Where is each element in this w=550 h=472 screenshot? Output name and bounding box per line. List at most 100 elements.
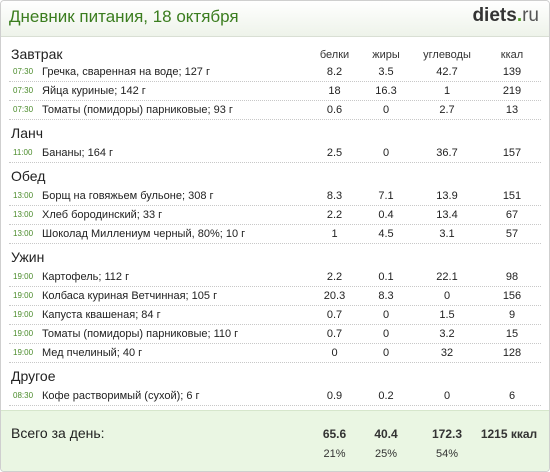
fat-percent: 25% [374, 448, 398, 460]
food-kcal: 157 [502, 147, 522, 159]
totals-label: Всего за день: [11, 425, 105, 441]
food-name: Хлеб бородинский; 33 г [42, 209, 163, 221]
food-kcal: 151 [502, 190, 522, 202]
food-name: Кофе растворимый (сухой); 6 г [42, 390, 200, 402]
food-fat: 0 [382, 309, 390, 321]
food-kcal: 139 [502, 66, 522, 78]
food-row: 07:30 Яйца куриные; 142 г 18 16.3 1 219 [9, 82, 541, 101]
diary-table: Завтрак 07:30 Гречка, сваренная на воде; 1… [9, 43, 541, 406]
food-row: 07:30 Гречка, сваренная на воде; 127 г 8.2… [9, 63, 541, 82]
food-time: 07:30 [13, 67, 34, 76]
logo-tld: ru [522, 5, 539, 26]
column-header-carbs: углеводы [423, 49, 471, 61]
food-row: 19:00 Капуста квашеная; 84 г 0.7 0 1.5 9 [9, 306, 541, 325]
food-name: Бананы; 164 г [42, 147, 114, 159]
food-name: Томаты (помидоры) парниковые; 93 г [42, 104, 233, 116]
food-time: 11:00 [13, 148, 33, 157]
food-name: Шоколад Миллениум черный, 80%; 10 г [42, 228, 246, 240]
food-name: Борщ на говяжьем бульоне; 308 г [42, 190, 214, 202]
food-protein: 1 [331, 228, 338, 240]
diary-header: Дневник питания, 18 октября diets.ru [1, 1, 549, 37]
column-header-kcal: ккал [500, 49, 524, 61]
food-carbs: 3.1 [439, 228, 455, 240]
food-fat: 0.1 [378, 271, 394, 283]
food-row: 07:30 Томаты (помидоры) парниковые; 93 г 0… [9, 101, 541, 120]
food-fat: 3.5 [378, 66, 394, 78]
food-kcal: 98 [505, 271, 519, 283]
food-protein: 0.9 [326, 390, 343, 402]
total-protein: 65.6 [322, 427, 347, 441]
food-fat: 0 [382, 104, 390, 116]
food-row: 19:00 Картофель; 112 г 2.2 0.1 22.1 98 [9, 268, 541, 287]
food-carbs: 0 [443, 290, 451, 302]
food-time: 19:00 [13, 272, 34, 281]
food-carbs: 42.7 [436, 66, 458, 78]
meal-section-title: Обед [11, 168, 46, 184]
food-name: Гречка, сваренная на воде; 127 г [42, 66, 210, 78]
total-carbs: 172.3 [431, 427, 463, 441]
food-time: 07:30 [13, 105, 34, 114]
food-protein: 8.3 [326, 190, 343, 202]
food-protein: 2.5 [326, 147, 343, 159]
food-kcal: 128 [502, 347, 522, 359]
logo-dot: . [516, 5, 523, 26]
food-kcal: 156 [502, 290, 522, 302]
food-time: 13:00 [13, 229, 34, 238]
logo-main: diets [472, 5, 517, 26]
food-name: Картофель; 112 г [42, 271, 130, 283]
food-protein: 8.2 [326, 66, 343, 78]
site-logo[interactable]: diets.ru [472, 5, 539, 27]
food-carbs: 2.7 [439, 104, 455, 116]
food-protein: 2.2 [326, 209, 343, 221]
food-fat: 4.5 [378, 228, 394, 240]
food-carbs: 3.2 [439, 328, 455, 340]
food-fat: 7.1 [378, 190, 394, 202]
food-kcal: 15 [505, 328, 519, 340]
total-kcal: 1215 ккал [480, 427, 538, 441]
column-header-protein: белки [319, 49, 350, 61]
food-row: 13:00 Хлеб бородинский; 33 г 2.2 0.4 13.4 67 [9, 206, 541, 225]
food-row: 11:00 Бананы; 164 г 2.5 0 36.7 157 [9, 144, 541, 163]
food-name: Колбаса куриная Ветчинная; 105 г [42, 290, 218, 302]
food-name: Томаты (помидоры) парниковые; 110 г [42, 328, 239, 340]
food-row: 19:00 Томаты (помидоры) парниковые; 110 г… [9, 325, 541, 344]
food-name: Яйца куриные; 142 г [42, 85, 146, 97]
food-time: 19:00 [13, 310, 34, 319]
food-row: 08:30 Кофе растворимый (сухой); 6 г 0.9 0.2… [9, 387, 541, 406]
food-carbs: 13.9 [436, 190, 458, 202]
food-protein: 0.7 [326, 328, 343, 340]
meal-section-title: Другое [11, 368, 56, 384]
food-fat: 0.4 [378, 209, 394, 221]
food-kcal: 219 [502, 85, 522, 97]
food-time: 08:30 [13, 391, 34, 400]
food-time: 13:00 [13, 191, 34, 200]
food-protein: 0.6 [326, 104, 343, 116]
food-time: 07:30 [13, 86, 34, 95]
food-fat: 0 [382, 328, 390, 340]
food-fat: 0 [382, 147, 390, 159]
food-carbs: 1.5 [439, 309, 455, 321]
page-title: Дневник питания, 18 октября [9, 7, 239, 26]
food-protein: 18 [328, 85, 341, 97]
food-name: Капуста квашеная; 84 г [42, 309, 161, 321]
food-protein: 2.2 [326, 271, 343, 283]
meal-section-title: Завтрак [11, 46, 63, 62]
food-fat: 0.2 [378, 390, 394, 402]
food-time: 19:00 [13, 329, 34, 338]
food-carbs: 0 [443, 390, 451, 402]
food-kcal: 67 [505, 209, 519, 221]
food-row: 19:00 Колбаса куриная Ветчинная; 105 г 20.… [9, 287, 541, 306]
total-fat: 40.4 [374, 427, 398, 441]
food-kcal: 57 [505, 228, 519, 240]
food-protein: 0.7 [326, 309, 343, 321]
food-carbs: 13.4 [436, 209, 458, 221]
protein-percent: 21% [323, 448, 346, 460]
food-row: 13:00 Шоколад Миллениум черный, 80%; 10 г… [9, 225, 541, 244]
food-row: 13:00 Борщ на говяжьем бульоне; 308 г 8.3 7… [9, 187, 541, 206]
food-kcal: 9 [508, 309, 516, 321]
food-fat: 16.3 [375, 85, 397, 97]
food-name: Мед пчелиный; 40 г [42, 347, 143, 359]
daily-totals: Всего за день: 65.6 40.4 172.3 1215 ккал… [1, 410, 549, 471]
meal-section-title: Ужин [11, 249, 45, 265]
